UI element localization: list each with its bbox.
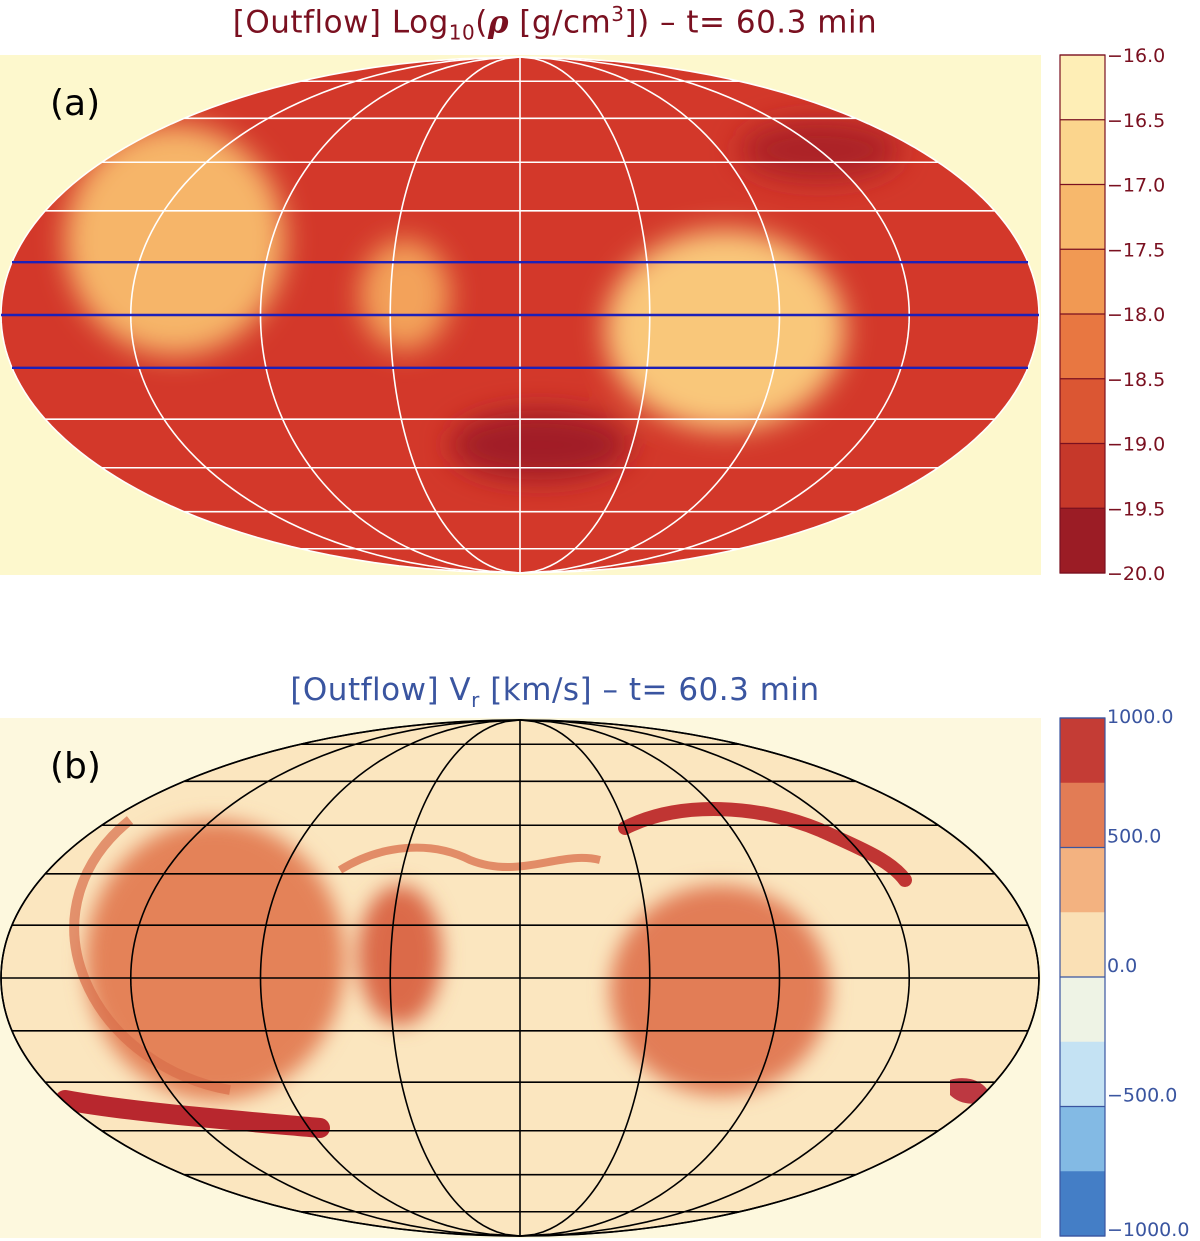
colorbar-tick-label: −18.0	[1107, 304, 1165, 326]
panel-b-label: (b)	[50, 746, 101, 787]
colorbar-band	[1060, 378, 1105, 444]
panel-b-title: [Outflow] Vr [km/s] – t= 60.3 min	[290, 672, 820, 713]
colorbar-tick-label: −19.0	[1107, 434, 1165, 456]
panel-a-density-structures	[65, 120, 900, 480]
colorbar-tick-label: −17.0	[1107, 175, 1165, 197]
colorbar-tick-label: 0.0	[1107, 955, 1137, 977]
dense-blob-center	[360, 240, 450, 350]
colorbar-band	[1060, 443, 1105, 509]
panel-b-graticule	[0, 719, 1040, 1237]
colorbar-band	[1060, 782, 1105, 848]
colorbar-tick-label: 500.0	[1107, 826, 1161, 848]
colorbar-tick-label: −16.0	[1107, 45, 1165, 67]
panel-a-title: [Outflow] Log10(ρ [g/cm3]) – t= 60.3 min	[232, 2, 878, 45]
panel-a-label: (a)	[50, 83, 100, 124]
colorbar-band	[1060, 977, 1105, 1043]
colorbar-band	[1060, 1171, 1105, 1237]
colorbar-tick-label: −20.0	[1107, 563, 1165, 585]
colorbar-band	[1060, 1106, 1105, 1172]
colorbar-band	[1060, 1041, 1105, 1107]
colorbar-tick-label: −18.5	[1107, 369, 1165, 391]
colorbar-tick-label: −19.5	[1107, 498, 1165, 520]
colorbar-band	[1060, 912, 1105, 978]
colorbar-band	[1060, 184, 1105, 250]
velocity-map-panel: (b)	[0, 718, 1041, 1238]
outflow-lobe-center	[358, 885, 442, 1025]
colorbar-band	[1060, 119, 1105, 185]
colorbar-tick-label: −1000.0	[1107, 1219, 1189, 1241]
dense-blob-west	[65, 125, 285, 355]
colorbar-tick-label: −16.5	[1107, 110, 1165, 132]
low-density-region-south	[450, 410, 630, 480]
colorbar-tick-label: −500.0	[1107, 1085, 1177, 1107]
velocity-colorbar: 1000.0 500.0 0.0 −500.0 −1000.0	[1059, 706, 1189, 1241]
colorbar-band	[1060, 249, 1105, 315]
colorbar-band	[1060, 508, 1105, 574]
panel-a-highlighted-parallels	[1, 260, 1039, 370]
colorbar-band	[1060, 314, 1105, 380]
density-map-panel: (a)	[0, 55, 1041, 575]
colorbar-tick-label: 1000.0	[1107, 706, 1173, 728]
outflow-arc-center	[337, 843, 601, 874]
panel-b-velocity-structures	[55, 802, 990, 1138]
colorbar-band	[1060, 718, 1105, 784]
density-colorbar: −16.0 −16.5 −17.0 −17.5 −18.0 −18.5 −19.0 −19.5…	[1059, 45, 1165, 585]
colorbar-band	[1060, 847, 1105, 913]
outflow-lobe-east	[610, 885, 830, 1095]
outflow-lobe-west	[85, 820, 345, 1100]
colorbar-band	[1060, 55, 1105, 121]
outflow-filament-south	[55, 1090, 330, 1138]
outflow-arc-west	[69, 816, 231, 1095]
colorbar-tick-label: −17.5	[1107, 239, 1165, 261]
dense-blob-east	[605, 230, 845, 430]
